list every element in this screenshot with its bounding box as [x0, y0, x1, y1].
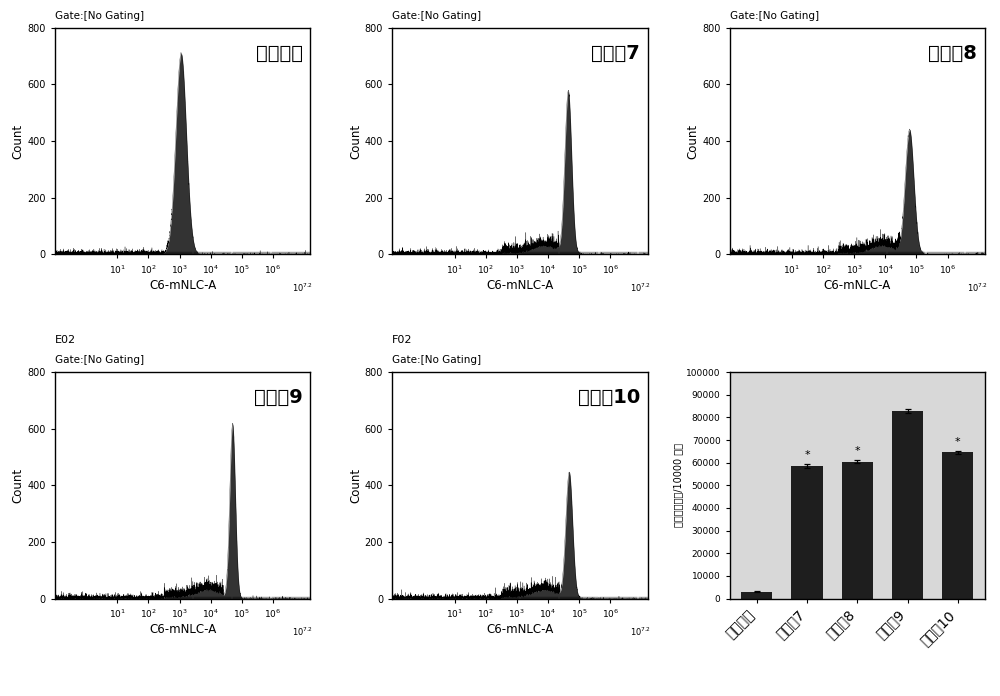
- Y-axis label: Count: Count: [686, 123, 699, 159]
- X-axis label: C6-mNLC-A: C6-mNLC-A: [486, 623, 554, 635]
- Text: *: *: [804, 450, 810, 460]
- Bar: [791, 466, 823, 599]
- Text: Gate:[No Gating]: Gate:[No Gating]: [392, 11, 481, 21]
- Text: 阴性对照: 阴性对照: [256, 44, 303, 63]
- Y-axis label: Count: Count: [349, 468, 362, 503]
- X-axis label: C6-mNLC-A: C6-mNLC-A: [149, 278, 216, 292]
- Text: Gate:[No Gating]: Gate:[No Gating]: [55, 355, 144, 365]
- Text: 实施例10: 实施例10: [578, 388, 640, 407]
- Text: 实施例7: 实施例7: [591, 44, 640, 63]
- Bar: [741, 592, 772, 599]
- Text: 实施例8: 实施例8: [928, 44, 977, 63]
- Text: *: *: [854, 445, 860, 456]
- Y-axis label: Count: Count: [12, 468, 25, 503]
- Text: $10^{7.2}$: $10^{7.2}$: [630, 281, 651, 294]
- Bar: [892, 411, 923, 599]
- Text: Gate:[No Gating]: Gate:[No Gating]: [392, 355, 481, 365]
- Bar: [942, 452, 973, 599]
- Text: *: *: [955, 436, 961, 447]
- Text: $10^{7.2}$: $10^{7.2}$: [292, 626, 314, 638]
- Text: $10^{7.2}$: $10^{7.2}$: [630, 626, 651, 638]
- Y-axis label: Count: Count: [349, 123, 362, 159]
- Text: $10^{7.2}$: $10^{7.2}$: [292, 281, 314, 294]
- X-axis label: C6-mNLC-A: C6-mNLC-A: [149, 623, 216, 635]
- Y-axis label: Count: Count: [12, 123, 25, 159]
- Text: F02: F02: [392, 335, 413, 345]
- Text: Gate:[No Gating]: Gate:[No Gating]: [55, 11, 144, 21]
- Bar: [842, 461, 873, 599]
- Text: Gate:[No Gating]: Gate:[No Gating]: [730, 11, 819, 21]
- Y-axis label: 平均荧光强度/10000 细胞: 平均荧光强度/10000 细胞: [673, 443, 683, 528]
- Text: $10^{7.2}$: $10^{7.2}$: [967, 281, 988, 294]
- X-axis label: C6-mNLC-A: C6-mNLC-A: [824, 278, 891, 292]
- Text: 实施例9: 实施例9: [254, 388, 303, 407]
- Text: E02: E02: [55, 335, 76, 345]
- X-axis label: C6-mNLC-A: C6-mNLC-A: [486, 278, 554, 292]
